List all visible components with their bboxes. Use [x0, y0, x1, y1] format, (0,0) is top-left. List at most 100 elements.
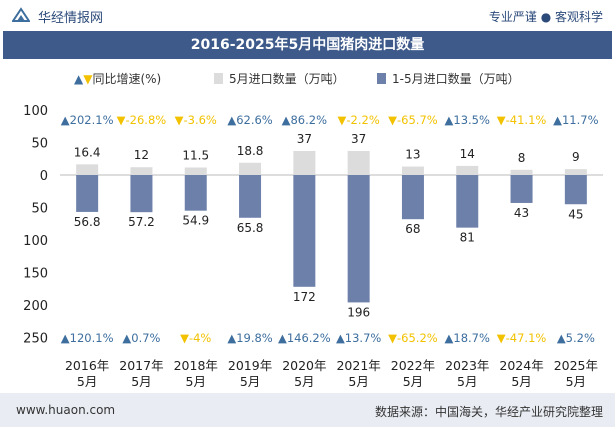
data-label-may: 11.5	[182, 149, 209, 163]
legend: ▲▼同比增速(%) 5月进口数量（万吨） 1-5月进口数量（万吨）	[0, 64, 615, 88]
growth-ytd-label: ▲18.7%	[445, 331, 490, 345]
data-label-may: 13	[405, 148, 420, 162]
legend-ytd: 1-5月进口数量（万吨）	[377, 70, 520, 87]
x-tick-label-year: 2022年	[391, 358, 435, 373]
logo-icon	[12, 7, 30, 22]
x-tick-label-month: 5月	[348, 374, 368, 389]
data-label-ytd: 65.8	[237, 221, 264, 235]
y-tick-label: 100	[23, 234, 48, 249]
x-tick-label-month: 5月	[294, 374, 314, 389]
data-label-ytd: 172	[293, 290, 316, 304]
bar-ytd	[347, 175, 370, 303]
x-tick-label-year: 2018年	[174, 358, 218, 373]
growth-ytd-label: ▼-65.2%	[388, 331, 438, 345]
growth-may-label: ▲86.2%	[282, 113, 327, 127]
bar-may	[76, 164, 99, 175]
footer: www.huaon.com 数据来源：中国海关，华经产业研究院整理	[0, 393, 615, 427]
data-label-ytd: 81	[460, 231, 475, 245]
bar-ytd	[184, 175, 207, 211]
site-name: 华经情报网	[38, 11, 104, 26]
footer-source: 数据来源：中国海关，华经产业研究院整理	[374, 405, 603, 419]
y-tick-label: 50	[31, 137, 48, 152]
y-tick-label: 0	[40, 169, 48, 184]
growth-ytd-label: ▲5.2%	[557, 331, 595, 345]
bar-ytd	[456, 175, 479, 228]
bar-may	[130, 167, 153, 175]
x-tick-label-year: 2023年	[445, 358, 489, 373]
data-label-may: 37	[297, 132, 312, 146]
bar-may	[456, 165, 479, 175]
legend-growth: ▲▼同比增速(%)	[74, 70, 161, 87]
data-label-ytd: 54.9	[182, 214, 209, 228]
legend-ytd-label: 1-5月进口数量（万吨）	[392, 72, 520, 86]
bar-may	[293, 150, 316, 175]
growth-may-label: ▲202.1%	[61, 113, 114, 127]
x-tick-label-month: 5月	[511, 374, 531, 389]
growth-may-label: ▼-65.7%	[388, 113, 438, 127]
data-label-may: 12	[134, 148, 149, 162]
growth-may-label: ▼-3.6%	[175, 113, 217, 127]
bar-may	[239, 162, 262, 175]
growth-ytd-label: ▲19.8%	[227, 331, 272, 345]
x-tick-label-year: 2021年	[336, 358, 380, 373]
data-label-ytd: 57.2	[128, 215, 155, 229]
data-label-may: 8	[518, 151, 526, 165]
x-tick-label-month: 5月	[566, 374, 586, 389]
x-tick-label-month: 5月	[457, 374, 477, 389]
footer-url: www.huaon.com	[16, 403, 116, 417]
bar-ytd	[239, 175, 262, 218]
bar-ytd	[564, 175, 587, 205]
x-tick-label-month: 5月	[131, 374, 151, 389]
data-label-may: 37	[351, 132, 366, 146]
bar-may	[347, 150, 370, 175]
growth-may-label: ▲11.7%	[553, 113, 598, 127]
x-tick-label-year: 2020年	[282, 358, 326, 373]
growth-ytd-label: ▲0.7%	[122, 331, 160, 345]
growth-ytd-label: ▼-47.1%	[497, 331, 547, 345]
bar-ytd	[76, 175, 99, 212]
data-label-may: 14	[460, 147, 475, 161]
bar-ytd	[293, 175, 316, 287]
y-tick-label: 50	[31, 202, 48, 217]
bar-ytd	[130, 175, 153, 213]
growth-may-label: ▼-2.2%	[338, 113, 380, 127]
data-label-may: 18.8	[237, 144, 264, 158]
top-bar: 华经情报网 专业严谨 ● 客观科学	[0, 0, 615, 30]
legend-may-label: 5月进口数量（万吨）	[229, 72, 345, 86]
legend-swatch-ytd	[377, 73, 386, 84]
triangle-down-icon: ▼	[83, 72, 93, 86]
bar-may	[564, 169, 587, 175]
bar-ytd	[401, 175, 424, 220]
triangle-up-icon: ▲	[74, 72, 84, 86]
tagline: 专业严谨 ● 客观科学	[488, 10, 603, 24]
x-tick-label-month: 5月	[403, 374, 423, 389]
title-bar: 2016-2025年5月中国猪肉进口数量	[3, 31, 612, 59]
growth-may-label: ▼-41.1%	[497, 113, 547, 127]
bar-may	[184, 167, 207, 175]
data-label-ytd: 45	[568, 207, 583, 221]
growth-ytd-label: ▼-4%	[180, 331, 211, 345]
bar-may	[401, 166, 424, 175]
growth-ytd-label: ▲146.2%	[278, 331, 331, 345]
x-tick-label-year: 2025年	[554, 358, 598, 373]
growth-may-label: ▼-26.8%	[117, 113, 167, 127]
x-tick-label-year: 2016年	[65, 358, 109, 373]
bar-ytd	[510, 175, 533, 203]
growth-ytd-label: ▲120.1%	[61, 331, 114, 345]
x-tick-label-year: 2019年	[228, 358, 272, 373]
x-tick-label-year: 2024年	[499, 358, 543, 373]
x-tick-label-month: 5月	[240, 374, 260, 389]
data-label-ytd: 68	[405, 222, 420, 236]
y-tick-label: 250	[23, 332, 48, 347]
chart-title: 2016-2025年5月中国猪肉进口数量	[190, 37, 425, 53]
legend-growth-label: 同比增速(%)	[92, 72, 162, 86]
data-label-may: 16.4	[74, 145, 101, 159]
data-label-may: 9	[572, 150, 580, 164]
bar-may	[510, 169, 533, 175]
y-tick-label: 150	[23, 267, 48, 282]
y-tick-label: 100	[23, 104, 48, 119]
legend-may: 5月进口数量（万吨）	[214, 70, 345, 87]
chart-plot: 100 50 0 50 100 150 200 250 16.4 56.8 ▲202.1% ▲120.…	[23, 104, 603, 389]
y-tick-label: 200	[23, 299, 48, 314]
data-label-ytd: 56.8	[74, 215, 101, 229]
